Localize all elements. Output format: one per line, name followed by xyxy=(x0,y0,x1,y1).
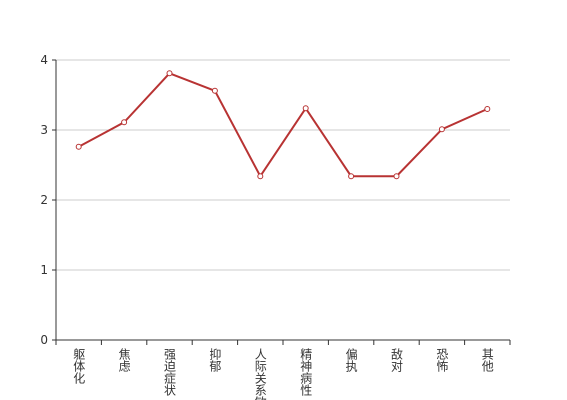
line xyxy=(78,72,488,179)
x-tick-label: 其他 xyxy=(480,348,494,372)
y-tick-label: 4 xyxy=(40,53,48,67)
x-tick-label: 恐怖 xyxy=(435,348,449,372)
x-tick-label: 人际关系敏感 xyxy=(253,348,267,400)
y-tick-label: 0 xyxy=(40,333,48,347)
y-tick-label: 1 xyxy=(40,263,48,277)
point xyxy=(484,106,491,112)
point xyxy=(438,126,445,133)
point xyxy=(75,143,82,150)
x-tick-label: 焦虑 xyxy=(117,348,131,372)
point xyxy=(211,87,218,94)
point xyxy=(348,173,355,180)
x-tick-label: 躯体化 xyxy=(72,347,86,385)
x-tick-label: 敌对 xyxy=(390,347,404,372)
point xyxy=(166,70,173,77)
x-tick-label: 强迫症状 xyxy=(163,348,177,396)
x-tick-label: 精神病性 xyxy=(299,348,313,397)
y-tick-label: 3 xyxy=(40,123,48,137)
point xyxy=(302,105,309,112)
point xyxy=(257,173,264,180)
x-tick-label: 偏执 xyxy=(344,347,358,373)
y-tick-label: 2 xyxy=(40,193,48,207)
point xyxy=(393,173,400,180)
x-tick-label: 抑郁 xyxy=(208,347,222,373)
point xyxy=(121,119,128,126)
